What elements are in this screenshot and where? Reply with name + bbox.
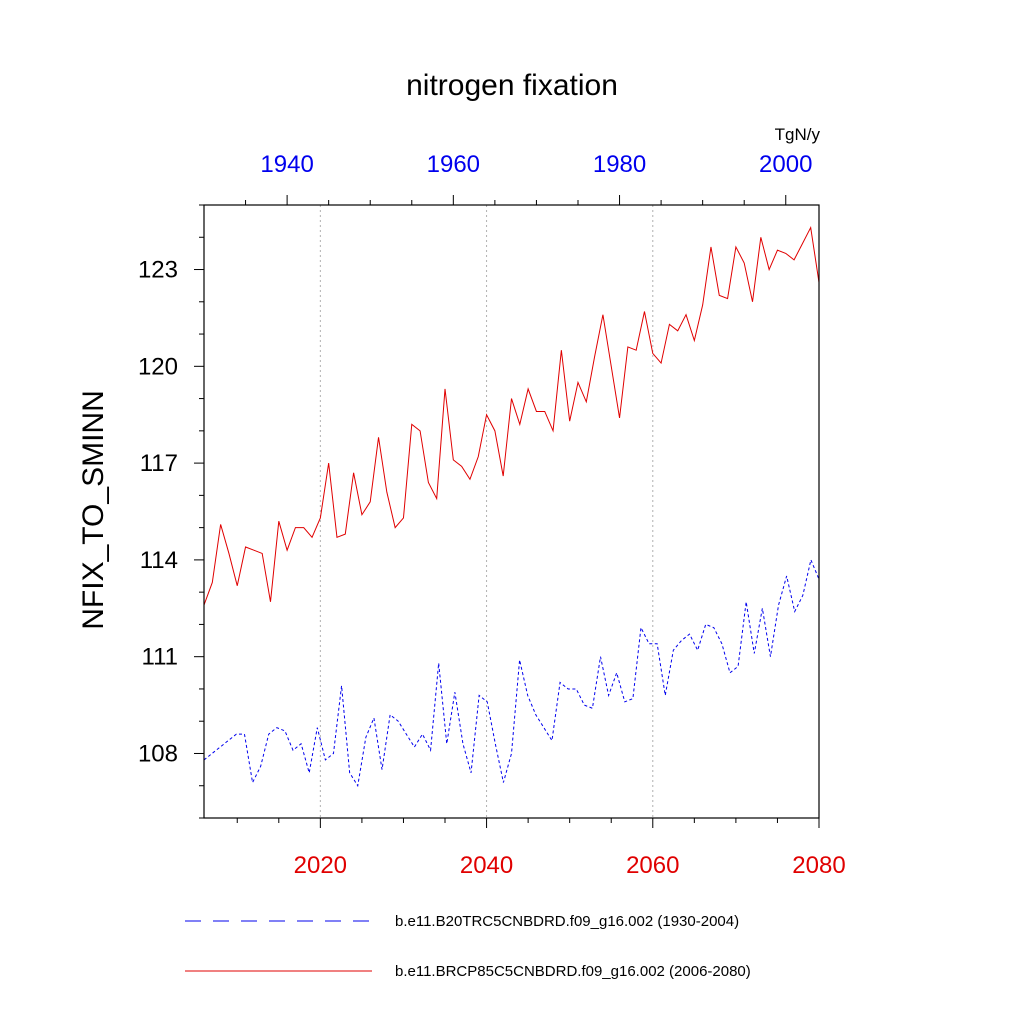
bottom-tick-label-2080: 2080 bbox=[792, 852, 845, 879]
y-tick-label-123: 123 bbox=[138, 257, 178, 284]
series-line-0 bbox=[203, 558, 820, 788]
units-label: TgN/y bbox=[775, 125, 821, 144]
y-tick-label-120: 120 bbox=[138, 353, 178, 380]
series-line-1 bbox=[203, 225, 820, 606]
bottom-tick-label-2020: 2020 bbox=[294, 852, 347, 879]
y-tick-label-108: 108 bbox=[138, 740, 178, 767]
legend-label-1: b.e11.BRCP85C5CNBDRD.f09_g16.002 (2006-2… bbox=[395, 963, 751, 980]
top-tick-label-2000: 2000 bbox=[759, 151, 812, 178]
bottom-tick-label-2040: 2040 bbox=[460, 852, 513, 879]
legend: b.e11.B20TRC5CNBDRD.f09_g16.002 (1930-20… bbox=[185, 913, 751, 980]
top-tick-label-1980: 1980 bbox=[593, 151, 646, 178]
y-tick-label-117: 117 bbox=[140, 450, 178, 477]
gridlines bbox=[319, 205, 654, 818]
top-tick-label-1960: 1960 bbox=[427, 151, 480, 178]
top-tick-label-1940: 1940 bbox=[260, 151, 313, 178]
y-tick-label-114: 114 bbox=[140, 547, 178, 574]
chart-title: nitrogen fixation bbox=[406, 69, 618, 102]
bottom-tick-label-2060: 2060 bbox=[626, 852, 679, 879]
axes: 108 111 114 117 120 123 2020 2040 2060 2080 1940 19… bbox=[138, 151, 846, 879]
y-tick-label-111: 111 bbox=[142, 644, 178, 671]
plot-frame bbox=[203, 204, 820, 819]
series-layer bbox=[203, 225, 820, 788]
y-axis-label: NFIX_TO_SMINN bbox=[77, 390, 110, 630]
legend-label-0: b.e11.B20TRC5CNBDRD.f09_g16.002 (1930-20… bbox=[395, 913, 739, 930]
